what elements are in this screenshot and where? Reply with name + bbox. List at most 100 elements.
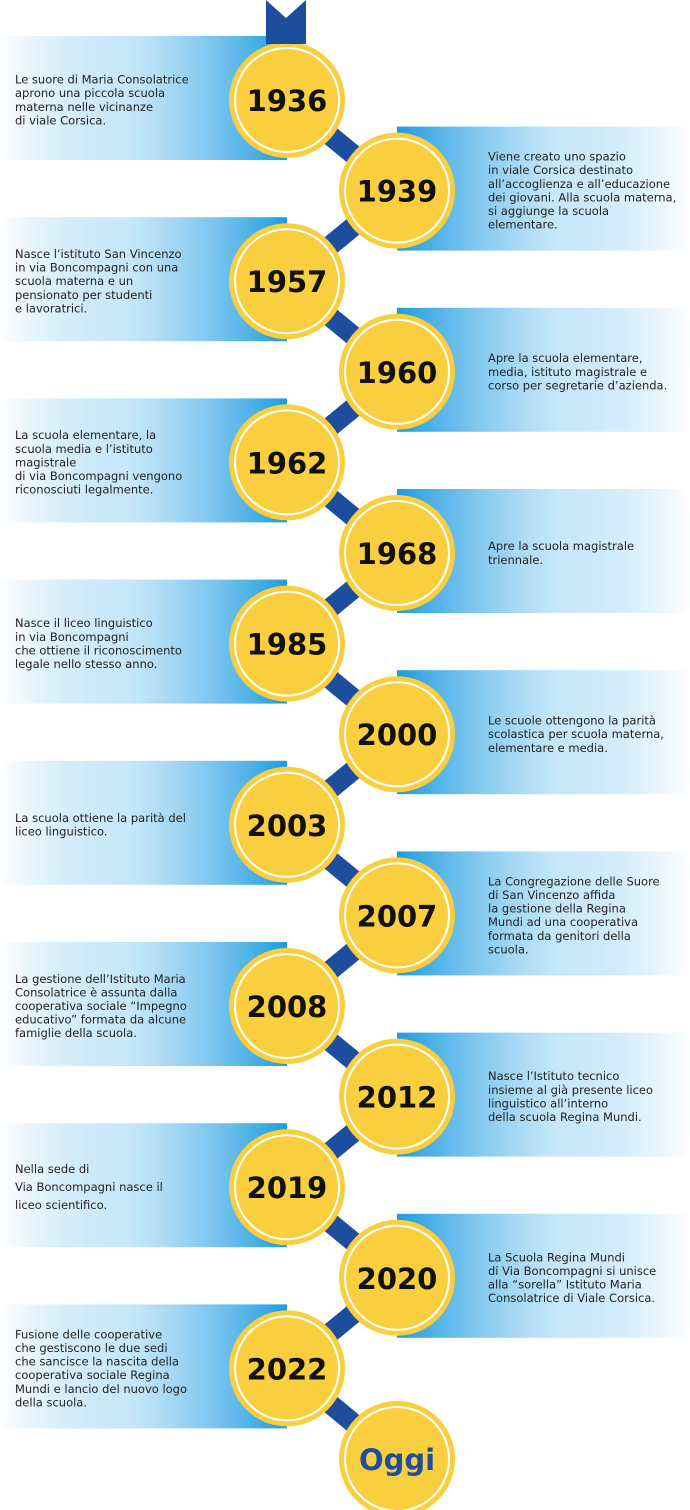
year-circle-ring xyxy=(344,137,450,244)
event-text: Mundi ad una cooperativa xyxy=(488,915,638,929)
event-text: in viale Corsica destinato xyxy=(488,163,633,177)
year-circle-ring xyxy=(344,1224,450,1331)
event-text: triennale. xyxy=(488,553,543,567)
year-circle-ring xyxy=(234,409,340,516)
event-text: liceo scientifico. xyxy=(15,1198,107,1212)
event-text: media, istituto magistrale e xyxy=(488,365,647,379)
event-text: La scuola elementare, la xyxy=(15,428,156,442)
event-text: di via Boncompagni vengono xyxy=(15,469,182,483)
year: 2020 xyxy=(357,1262,438,1296)
year-circle xyxy=(229,1310,345,1427)
event-text: magistrale xyxy=(15,455,76,469)
year: 2003 xyxy=(247,809,328,843)
year: 1985 xyxy=(247,628,328,662)
year-circle xyxy=(229,1129,345,1246)
year-circle xyxy=(229,223,345,340)
year-circle-ring xyxy=(344,681,450,788)
event-text: formata da genitori della xyxy=(488,929,631,943)
event-text: educativo” formata da alcune xyxy=(15,1013,186,1027)
year-circle xyxy=(339,857,455,974)
year-circle-ring xyxy=(344,500,450,606)
final-circle-ring xyxy=(344,1406,450,1510)
event-text: Le suore di Maria Consolatrice xyxy=(15,73,189,87)
event-text: la gestione della Regina xyxy=(488,902,626,916)
year-circle xyxy=(229,766,345,883)
year-circle-ring xyxy=(234,953,340,1059)
event-text: corso per segretarie d’azienda. xyxy=(488,378,667,392)
event-text: in via Boncompagni con una xyxy=(15,261,178,275)
year-circle-ring xyxy=(234,47,340,153)
event-text: della scuola Regina Mundi. xyxy=(488,1110,642,1124)
event-text: legale nello stesso anno. xyxy=(15,657,157,671)
year-circle-ring xyxy=(234,1315,340,1422)
event-text: riconosciuti legalmente. xyxy=(15,483,153,497)
year: 1968 xyxy=(357,537,438,571)
event-text: Fusione delle cooperative xyxy=(15,1327,162,1341)
year-circle-ring xyxy=(344,862,450,969)
event-text: di viale Corsica. xyxy=(15,113,106,127)
event-text: che sancisce la nascita della xyxy=(15,1355,179,1369)
final-circle xyxy=(339,1401,455,1510)
event-text: Le scuole ottengono la parità xyxy=(488,714,656,728)
event-text: che gestiscono le due sedi xyxy=(15,1341,168,1355)
year: 2012 xyxy=(357,1081,438,1115)
year-circle xyxy=(339,676,455,793)
event-text: scolastica per scuola materna, xyxy=(488,727,664,741)
event-text: elementare. xyxy=(488,218,558,232)
event-text: linguistico all’interno xyxy=(488,1096,608,1110)
year-circle xyxy=(339,313,455,430)
event-text: Nella sede di xyxy=(15,1162,89,1176)
year: 1960 xyxy=(357,356,438,390)
event-text: scuola media e l’istituto xyxy=(15,442,153,456)
ribbon xyxy=(266,0,306,44)
final-label: Oggi xyxy=(359,1443,435,1477)
year: 2007 xyxy=(357,899,438,933)
year: 1936 xyxy=(247,84,328,118)
year: 2000 xyxy=(357,718,438,752)
event-text: dei giovani. Alla scuola materna, xyxy=(488,190,676,204)
event-text: di San Vincenzo affida xyxy=(488,888,615,902)
event-text: in via Boncompagni xyxy=(15,630,129,644)
event-text: Nasce il liceo linguistico xyxy=(15,616,153,630)
event-text: cooperativa sociale Regina xyxy=(15,1368,170,1382)
event-text: pensionato per studenti xyxy=(15,288,152,302)
event-text: all’accoglienza e all’educazione xyxy=(488,177,670,191)
year-circle-ring xyxy=(234,771,340,878)
event-text: liceo linguistico. xyxy=(15,825,107,839)
event-text: Via Boncompagni nasce il xyxy=(15,1180,163,1194)
year-circle-ring xyxy=(234,590,340,697)
year-circle-ring xyxy=(234,228,340,335)
event-text: si aggiunge la scuola xyxy=(488,204,609,218)
event-text: Nasce l’istituto San Vincenzo xyxy=(15,247,182,261)
event-text: materna nelle vicinanze xyxy=(15,100,153,114)
year-circle-ring xyxy=(234,1134,340,1241)
event-text: cooperativa sociale “Impegno xyxy=(15,999,187,1013)
event-text: aprono una piccola scuola xyxy=(15,86,165,100)
event-text: Consolatrice di Viale Corsica. xyxy=(488,1291,655,1305)
event-text: La scuola ottiene la parità del xyxy=(15,811,186,825)
event-text: famiglie della scuola. xyxy=(15,1026,137,1040)
event-text: Viene creato uno spazio xyxy=(488,150,626,164)
event-text: Consolatrice è assunta dalla xyxy=(15,985,177,999)
event-text: Apre la scuola magistrale xyxy=(488,539,634,553)
event-text: La Congregazione delle Suore xyxy=(488,874,660,888)
year-circle xyxy=(229,42,345,158)
year-circle xyxy=(339,132,455,249)
event-text: che ottiene il riconoscimento xyxy=(15,643,182,657)
event-text: alla “sorella” Istituto Maria xyxy=(488,1278,642,1292)
year-circle xyxy=(229,585,345,702)
year-circle xyxy=(229,404,345,521)
event-text: della scuola. xyxy=(15,1395,87,1409)
event-text: e lavoratrici. xyxy=(15,301,87,315)
year: 2008 xyxy=(247,990,328,1024)
event-text: insieme al già presente liceo xyxy=(488,1083,653,1097)
event-text: La Scuola Regina Mundi xyxy=(488,1250,625,1264)
event-text: elementare e media. xyxy=(488,741,608,755)
year-circle xyxy=(339,495,455,611)
year: 2019 xyxy=(247,1171,328,1205)
year-circle-ring xyxy=(344,318,450,425)
year-circle xyxy=(339,1219,455,1336)
event-text: Apre la scuola elementare, xyxy=(488,351,642,365)
event-text: scuola. xyxy=(488,942,529,956)
event-text: di Via Boncompagni si unisce xyxy=(488,1264,656,1278)
